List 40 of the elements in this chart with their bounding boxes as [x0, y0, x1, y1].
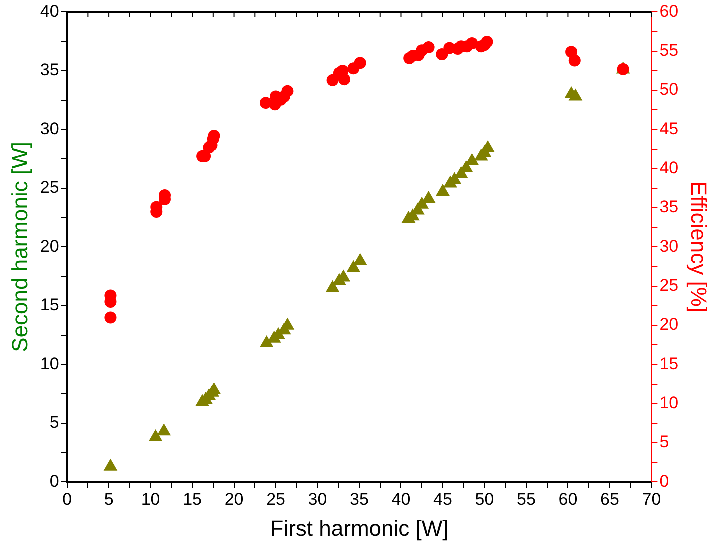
- y2-tick-label: 15: [660, 354, 679, 374]
- y-tick-label: 40: [40, 2, 60, 21]
- x-tick-label: 55: [517, 490, 536, 510]
- y2-tick-label: 20: [660, 315, 679, 334]
- x-tick-label: 30: [308, 490, 328, 510]
- x-tick-label: 15: [183, 490, 202, 510]
- y2-tick-label: 30: [660, 236, 679, 256]
- y-tick-label: 5: [50, 413, 60, 432]
- y2-tick-label: 45: [660, 119, 679, 138]
- x-axis-title: First harmonic [W]: [270, 516, 449, 541]
- y2-axis-title: Efficiency [%]: [686, 181, 712, 314]
- x-tick-label: 40: [392, 490, 411, 510]
- y-tick-label: 0: [50, 472, 60, 491]
- x-tick-label: 70: [642, 490, 662, 510]
- y-tick-label: 35: [40, 60, 60, 80]
- x-tick-label: 20: [224, 490, 244, 510]
- x-tick-label: 60: [558, 490, 578, 510]
- x-tick-label: 65: [600, 490, 620, 510]
- y2-tick-label: 5: [660, 432, 670, 452]
- y-tick-label: 15: [40, 296, 60, 315]
- y2-tick-label: 40: [660, 158, 679, 178]
- x-tick-label: 25: [266, 490, 286, 510]
- x-tick-label: 5: [104, 490, 114, 510]
- y2-tick-label: 55: [660, 41, 679, 60]
- y-tick-label: 20: [40, 236, 60, 256]
- y2-tick-label: 50: [660, 80, 679, 100]
- y-tick-label: 25: [40, 178, 60, 198]
- y2-tick-label: 10: [660, 394, 679, 413]
- x-tick-label: 0: [62, 490, 72, 510]
- y2-tick-label: 25: [660, 276, 679, 296]
- x-tick-label: 50: [475, 490, 494, 510]
- y-axis-title: Second harmonic [W]: [7, 142, 32, 352]
- x-tick-label: 10: [141, 490, 160, 510]
- y-tick-label: 10: [40, 354, 60, 374]
- x-tick-label: 45: [434, 490, 452, 510]
- y-tick-label: 30: [40, 119, 60, 138]
- y2-tick-label: 60: [660, 2, 679, 21]
- y2-tick-label: 35: [660, 198, 679, 217]
- y2-tick-label: 0: [660, 472, 670, 491]
- x-tick-label: 35: [350, 490, 369, 510]
